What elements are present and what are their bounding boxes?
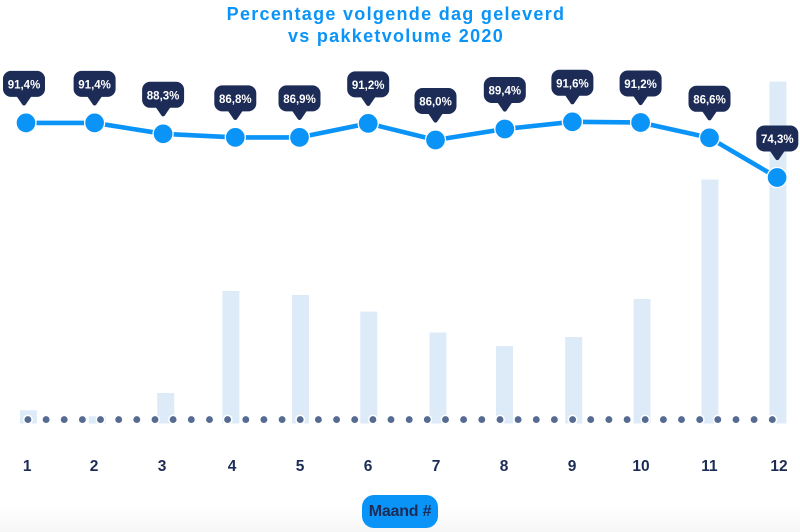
svg-text:6: 6 <box>364 458 373 475</box>
svg-text:2: 2 <box>90 458 99 475</box>
svg-text:86,8%: 86,8% <box>219 94 252 106</box>
svg-text:5: 5 <box>296 458 305 475</box>
svg-text:86,0%: 86,0% <box>419 97 452 109</box>
svg-text:91,4%: 91,4% <box>8 79 41 91</box>
svg-text:3: 3 <box>158 458 167 475</box>
svg-text:12: 12 <box>770 458 787 475</box>
svg-text:11: 11 <box>701 458 718 475</box>
svg-text:8: 8 <box>500 458 509 475</box>
svg-text:89,4%: 89,4% <box>488 86 521 98</box>
svg-text:74,3%: 74,3% <box>761 134 794 146</box>
svg-text:91,2%: 91,2% <box>624 79 657 91</box>
svg-text:86,6%: 86,6% <box>693 94 726 106</box>
svg-text:4: 4 <box>228 458 237 475</box>
svg-text:7: 7 <box>432 458 441 475</box>
svg-text:91,4%: 91,4% <box>78 79 111 91</box>
svg-text:86,9%: 86,9% <box>283 94 316 106</box>
svg-text:10: 10 <box>632 458 649 475</box>
svg-text:88,3%: 88,3% <box>147 90 180 102</box>
svg-text:91,6%: 91,6% <box>556 78 589 90</box>
svg-text:9: 9 <box>568 458 577 475</box>
svg-text:1: 1 <box>23 458 32 475</box>
svg-text:91,2%: 91,2% <box>352 80 385 92</box>
